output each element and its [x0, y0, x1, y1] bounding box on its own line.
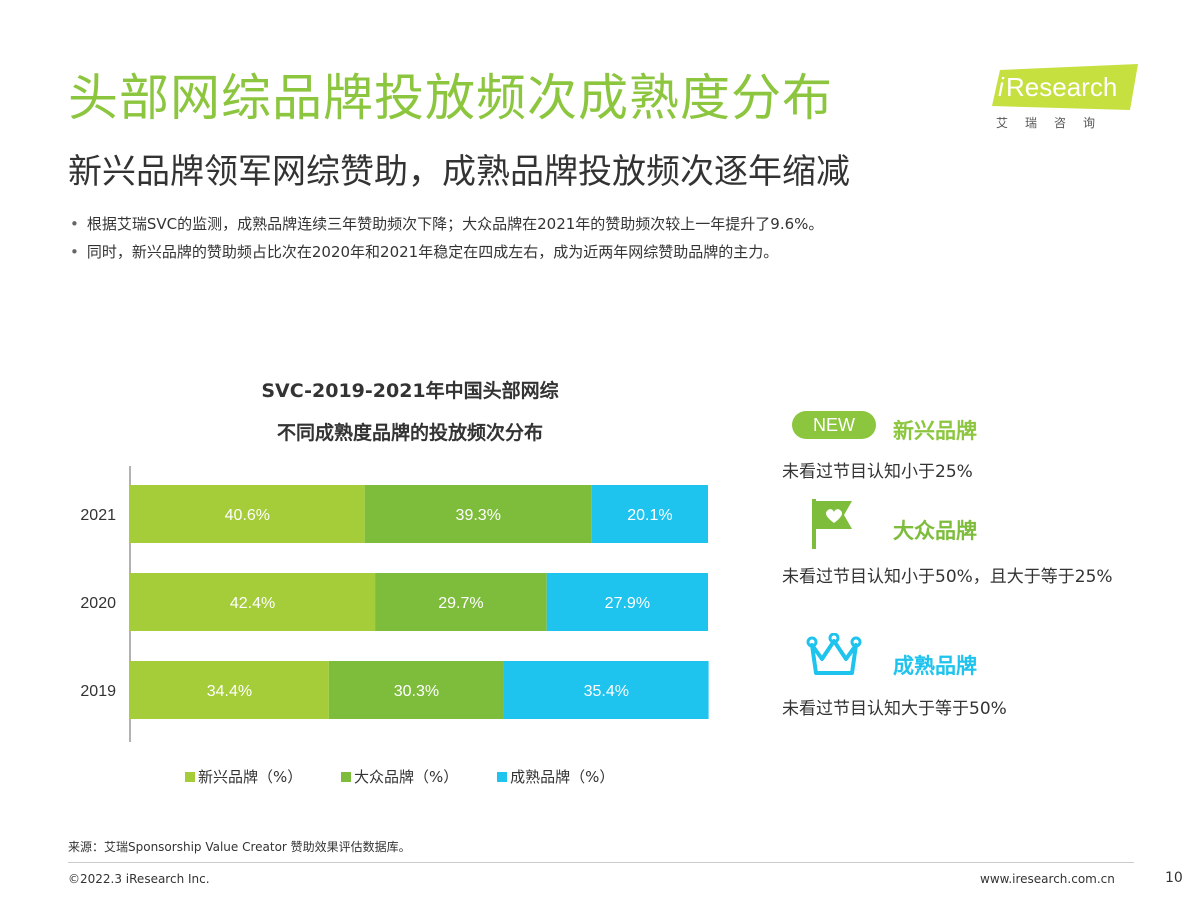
logo-brand-text: Research [1006, 72, 1117, 102]
legend-label: 大众品牌（%） [354, 768, 459, 786]
new-badge-text: NEW [813, 415, 855, 435]
legend-swatch [341, 771, 352, 782]
page-subtitle: 新兴品牌领军网综赞助，成熟品牌投放频次逐年缩减 [68, 152, 850, 192]
bar-value-label: 30.3% [394, 683, 439, 700]
bar-value-label: 39.3% [456, 507, 501, 524]
category-desc-mass: 未看过节目认知小于50%，且大于等于25% [782, 567, 1113, 587]
chart-title-line1: SVC-2019-2021年中国头部网综 [261, 380, 559, 402]
bar-segment [503, 661, 709, 719]
bar-value-label: 40.6% [225, 507, 270, 524]
copyright-text: ©2022.3 iResearch Inc. [68, 872, 210, 886]
bar-value-label: 27.9% [605, 595, 650, 612]
website-link[interactable]: www.iresearch.com.cn [980, 872, 1115, 886]
flag-heart-icon [808, 497, 856, 549]
bar-value-label: 42.4% [230, 595, 275, 612]
bullet-list: • 根据艾瑞SVC的监测，成熟品牌连续三年赞助频次下降；大众品牌在2021年的赞助… [70, 210, 1150, 266]
chart-legend: 新兴品牌（%） 大众品牌（%） 成熟品牌（%） [185, 766, 648, 790]
crown-icon [806, 632, 862, 679]
legend-label: 成熟品牌（%） [510, 768, 615, 786]
category-desc-mature: 未看过节目认知大于等于50% [782, 699, 1007, 719]
bullet-text: 同时，新兴品牌的赞助频占比次在2020年和2021年稳定在四成左右，成为近两年网… [86, 243, 779, 261]
category-title-emerging: 新兴品牌 [893, 419, 977, 443]
logo-brand-i: i [998, 72, 1005, 102]
category-title-mass: 大众品牌 [893, 519, 977, 543]
stacked-bar-chart: 2021 40.6% 39.3% 20.1% 2020 42.4% 29.7% 27.9% 20… [80, 466, 709, 742]
iresearch-logo: i Research [992, 64, 1140, 110]
legend-swatch [185, 771, 195, 782]
legend-swatch [497, 771, 508, 782]
source-note: 来源：艾瑞Sponsorship Value Creator 赞助效果评估数据库… [68, 840, 411, 854]
bar-segment [546, 573, 708, 631]
bar-segment [328, 661, 504, 719]
bar-value-label: 35.4% [584, 683, 629, 700]
bar-segment [130, 485, 365, 543]
bar-segment [130, 573, 376, 631]
y-tick-label: 2020 [80, 595, 116, 612]
bar-segment [364, 485, 592, 543]
bullet-text: 根据艾瑞SVC的监测，成熟品牌连续三年赞助频次下降；大众品牌在2021年的赞助频… [86, 215, 824, 233]
bullet-item: • 同时，新兴品牌的赞助频占比次在2020年和2021年稳定在四成左右，成为近两年… [70, 243, 779, 261]
legend-item-emerging: 新兴品牌（%） [185, 766, 302, 787]
bar-value-label: 34.4% [207, 683, 252, 700]
y-tick-label: 2019 [80, 683, 116, 700]
bullet-item: • 根据艾瑞SVC的监测，成熟品牌连续三年赞助频次下降；大众品牌在2021年的赞助… [70, 215, 824, 233]
bar-segment [375, 573, 547, 631]
page-number: 10 [1165, 870, 1183, 886]
category-desc-emerging: 未看过节目认知小于25% [782, 462, 973, 482]
y-tick-label: 2021 [80, 507, 116, 524]
legend-item-mass: 大众品牌（%） [341, 766, 458, 787]
bar-value-label: 20.1% [627, 507, 672, 524]
chart-title-line2: 不同成熟度品牌的投放频次分布 [276, 422, 543, 444]
legend-item-mature: 成熟品牌（%） [497, 766, 614, 787]
category-title-mature: 成熟品牌 [893, 654, 977, 678]
page-title: 头部网综品牌投放频次成熟度分布 [68, 69, 833, 127]
footer-divider [68, 862, 1134, 863]
new-badge-icon: NEW [792, 411, 876, 439]
bar-segment [130, 661, 329, 719]
bar-segment [591, 485, 708, 543]
bar-value-label: 29.7% [438, 595, 483, 612]
legend-label: 新兴品牌（%） [198, 768, 303, 786]
logo-subtitle: 艾瑞咨询 [996, 116, 1113, 130]
logo-graphic: i Research [992, 64, 1138, 110]
